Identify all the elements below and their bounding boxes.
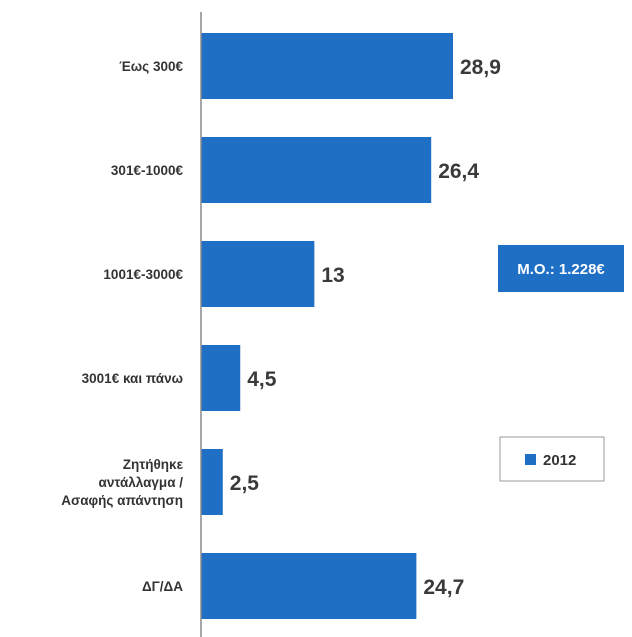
category-label-line: αντάλλαγμα /	[99, 475, 184, 490]
value-label-2: 13	[321, 264, 344, 287]
value-label-1: 26,4	[438, 160, 479, 183]
category-label-1: 301€-1000€	[111, 163, 184, 178]
category-label-line: Ζητήθηκε	[123, 457, 184, 472]
category-label-line: 301€-1000€	[111, 163, 184, 178]
category-label-line: 3001€ και πάνω	[82, 371, 183, 386]
average-badge-background	[498, 245, 624, 292]
category-label-2: 1001€-3000€	[103, 267, 183, 282]
bar-3	[201, 345, 241, 411]
bars-group	[201, 33, 453, 619]
value-label-3: 4,5	[247, 368, 277, 391]
category-label-0: Έως 300€	[119, 59, 183, 74]
bar-0	[201, 33, 453, 99]
category-label-line: Ασαφής απάντηση	[61, 493, 183, 508]
bar-1	[201, 137, 432, 203]
value-labels: 28,9 26,4 13 4,5 2,5 24,7	[230, 56, 501, 599]
category-labels: Έως 300€ 301€-1000€ 1001€-3000€ 3001€ και π…	[61, 59, 183, 594]
bar-4	[201, 449, 223, 515]
category-label-line: ΔΓ/ΔΑ	[142, 579, 183, 594]
average-badge-text: Μ.Ο.: 1.228€	[517, 261, 605, 278]
category-label-4: Ζητήθηκε αντάλλαγμα / Ασαφής απάντηση	[61, 457, 183, 508]
category-label-5: ΔΓ/ΔΑ	[142, 579, 183, 594]
value-label-5: 24,7	[423, 576, 464, 599]
bar-2	[201, 241, 315, 307]
value-label-4: 2,5	[230, 472, 260, 495]
category-label-line: Έως 300€	[119, 59, 183, 74]
legend-label: 2012	[543, 452, 576, 469]
legend: 2012	[499, 436, 605, 482]
legend-frame	[499, 436, 605, 482]
bar-5	[201, 553, 417, 619]
legend-swatch	[525, 454, 536, 465]
value-label-0: 28,9	[460, 56, 501, 79]
average-badge: Μ.Ο.: 1.228€	[498, 245, 624, 292]
category-label-3: 3001€ και πάνω	[82, 371, 183, 386]
category-label-line: 1001€-3000€	[103, 267, 183, 282]
